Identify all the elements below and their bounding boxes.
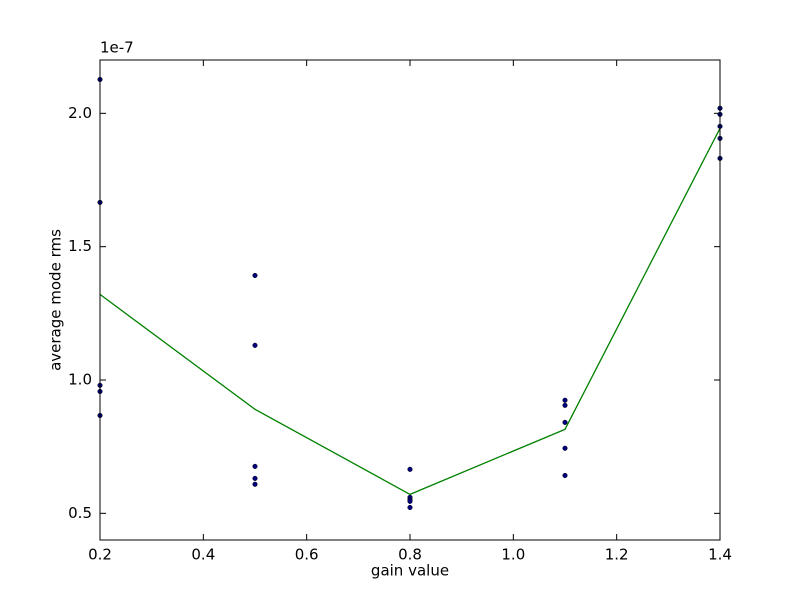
x-tick-label: 0.4	[191, 546, 215, 564]
point	[407, 498, 413, 504]
point	[407, 504, 413, 511]
point	[562, 402, 568, 408]
x-axis-label: gain value	[371, 562, 449, 580]
y-tick-label: 1.0	[68, 371, 92, 389]
point	[562, 397, 568, 403]
point	[252, 463, 258, 469]
x-tick-label: 0.2	[88, 546, 112, 564]
y-axis-label: average mode rms	[47, 229, 65, 371]
point	[562, 419, 568, 425]
plot-frame	[99, 59, 721, 541]
x-tick-label: 0.8	[398, 546, 422, 564]
point	[252, 272, 258, 279]
x-tick-label: 1.4	[708, 546, 732, 564]
point	[252, 481, 258, 487]
y-tick-label: 2.0	[68, 104, 92, 122]
point	[252, 475, 258, 481]
x-tick-label: 1.0	[501, 546, 525, 564]
y-offset-label: 1e-7	[100, 39, 134, 57]
x-tick-label: 1.2	[605, 546, 629, 564]
point	[562, 445, 568, 451]
point	[562, 472, 568, 479]
x-tick-label: 0.6	[295, 546, 319, 564]
line	[99, 127, 721, 496]
y-tick-label: 0.5	[68, 504, 92, 522]
y-tick-label: 1.5	[68, 237, 92, 255]
point	[407, 466, 413, 472]
point	[252, 342, 258, 348]
